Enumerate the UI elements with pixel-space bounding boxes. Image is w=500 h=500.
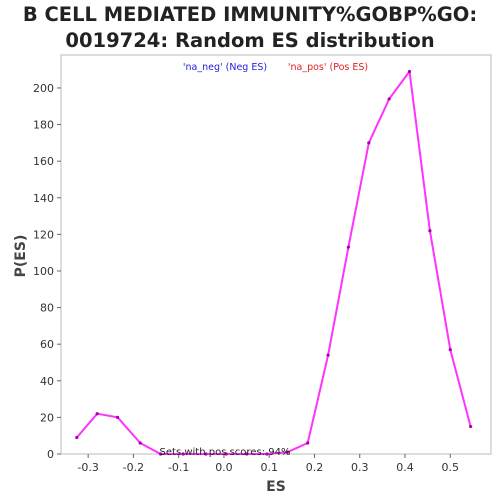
y-tick-label: 180 (33, 119, 54, 132)
x-tick-label: 0.1 (260, 461, 278, 474)
x-tick-label: -0.2 (123, 461, 144, 474)
x-tick-label: 0.5 (442, 461, 460, 474)
legend-pos-es: 'na_pos' (Pos ES) (288, 62, 368, 73)
x-tick-label: 0.0 (215, 461, 233, 474)
x-tick-label: 0.3 (351, 461, 369, 474)
y-axis: 0 20 40 60 80 100 120 140 160 180 200 (33, 82, 61, 461)
data-point (326, 354, 329, 357)
y-tick-label: 40 (40, 375, 54, 388)
data-point (367, 141, 370, 144)
y-tick-label: 120 (33, 228, 54, 241)
y-tick-label: 160 (33, 155, 54, 168)
x-tick-label: 0.4 (396, 461, 414, 474)
pos-scores-annotation: Sets with pos scores: 94% (160, 447, 291, 458)
data-point (347, 246, 350, 249)
data-point (306, 441, 309, 444)
data-point (116, 416, 119, 419)
data-point (408, 70, 411, 73)
data-point (428, 229, 431, 232)
y-tick-label: 60 (40, 338, 54, 351)
data-point (75, 436, 78, 439)
data-point (388, 97, 391, 100)
data-point (139, 441, 142, 444)
y-axis-label: P(ES) (13, 235, 29, 278)
y-tick-label: 200 (33, 82, 54, 95)
y-tick-label: 140 (33, 192, 54, 205)
y-tick-label: 20 (40, 411, 54, 424)
x-axis-label: ES (266, 479, 286, 495)
y-tick-label: 100 (33, 265, 54, 278)
plot-area (61, 55, 491, 454)
legend-neg-es: 'na_neg' (Neg ES) (183, 62, 267, 73)
x-tick-label: 0.2 (306, 461, 324, 474)
data-point (449, 348, 452, 351)
x-tick-label: -0.1 (168, 461, 189, 474)
x-tick-label: -0.3 (77, 461, 98, 474)
y-tick-label: 0 (47, 448, 54, 461)
y-tick-label: 80 (40, 302, 54, 315)
data-point (96, 412, 99, 415)
data-point (469, 425, 472, 428)
